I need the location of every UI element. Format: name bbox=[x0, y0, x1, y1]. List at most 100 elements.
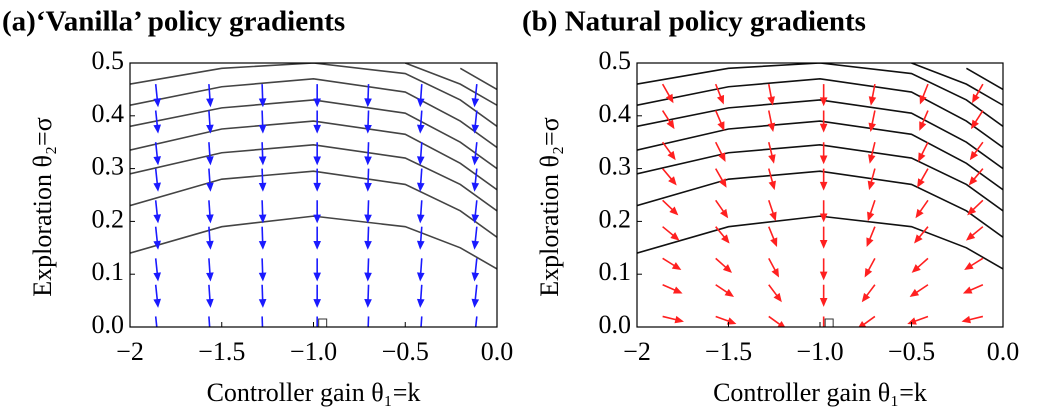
x-tick-label: −2 bbox=[116, 337, 144, 366]
y-tick-label: 0.3 bbox=[599, 152, 632, 181]
gradient-arrow bbox=[819, 168, 828, 191]
gradient-arrow bbox=[819, 258, 828, 281]
y-tick-label: 0.4 bbox=[92, 99, 125, 128]
gradient-arrow bbox=[471, 200, 480, 224]
contour-line bbox=[130, 120, 497, 191]
plot-frame bbox=[636, 62, 1004, 328]
contour-line bbox=[966, 67, 1003, 91]
gradient-arrow bbox=[864, 257, 876, 278]
gradient-arrow bbox=[907, 315, 929, 325]
x-tick-label: −1.5 bbox=[705, 337, 752, 366]
plot-area bbox=[637, 63, 1003, 327]
gradient-arrow bbox=[416, 142, 425, 166]
chart-title: (b) Natural policy gradients bbox=[522, 6, 866, 38]
gradient-arrow bbox=[364, 226, 372, 250]
gradient-arrow bbox=[917, 168, 929, 188]
gradient-arrow bbox=[868, 83, 877, 106]
gradient-arrow bbox=[313, 110, 321, 134]
gradient-arrow bbox=[661, 141, 676, 161]
y-tick-label: 0.2 bbox=[599, 204, 632, 233]
gradient-arrow bbox=[153, 284, 161, 308]
gradient-arrow bbox=[915, 199, 929, 219]
gradient-arrow bbox=[914, 226, 929, 244]
contour-line bbox=[130, 99, 497, 170]
gradient-arrow bbox=[965, 226, 984, 241]
x-tick-label: −2 bbox=[623, 337, 651, 366]
gradient-arrow bbox=[918, 141, 929, 162]
gradient-arrow bbox=[471, 168, 480, 192]
y-tick-label: 0.2 bbox=[92, 204, 125, 233]
x-tick-label: 0.0 bbox=[987, 337, 1020, 366]
gradient-arrow bbox=[971, 83, 984, 104]
gradient-arrow bbox=[206, 226, 214, 250]
gradient-arrow bbox=[420, 316, 423, 327]
gradient-arrow bbox=[258, 142, 267, 166]
gradient-arrow bbox=[474, 316, 478, 327]
gradient-arrow bbox=[768, 200, 777, 222]
gradient-arrow bbox=[153, 168, 161, 192]
gradient-arrow bbox=[364, 200, 372, 224]
gradient-arrow bbox=[861, 284, 876, 303]
gradient-arrow bbox=[313, 142, 321, 166]
x-axis-label: Controller gain θ₁=k bbox=[713, 378, 927, 407]
y-tick-label: 0.5 bbox=[599, 46, 632, 75]
y-axis-label: Exploration θ₂=σ bbox=[28, 117, 57, 296]
gradient-arrow bbox=[768, 315, 786, 327]
x-tick-label: −1.0 bbox=[796, 337, 843, 366]
gradient-arrow bbox=[662, 284, 683, 294]
y-tick-label: 0.0 bbox=[92, 310, 125, 339]
gradient-arrow bbox=[858, 315, 876, 327]
gradient-arrow bbox=[768, 284, 782, 303]
gradient-arrow bbox=[867, 200, 876, 222]
contour-line bbox=[637, 170, 1003, 238]
gradient-arrow bbox=[715, 257, 733, 273]
gradient-arrow bbox=[258, 84, 267, 108]
gradient-arrow bbox=[662, 226, 680, 241]
gradient-arrow bbox=[662, 199, 679, 216]
gradient-arrow bbox=[258, 110, 267, 134]
gradient-arrow bbox=[715, 226, 730, 244]
gradient-arrow bbox=[961, 315, 984, 324]
gradient-arrow bbox=[767, 168, 776, 191]
gradient-arrow bbox=[313, 258, 321, 282]
optimum-marker bbox=[824, 318, 834, 328]
gradient-arrow bbox=[316, 316, 318, 327]
gradient-arrow bbox=[313, 226, 321, 250]
gradient-arrow bbox=[868, 142, 876, 164]
contour-line bbox=[911, 63, 1003, 106]
contour-line bbox=[130, 63, 497, 128]
contour-line bbox=[459, 67, 497, 91]
gradient-arrow bbox=[416, 200, 425, 224]
gradient-arrow bbox=[714, 110, 725, 131]
gradient-arrow bbox=[258, 168, 267, 192]
gradient-arrow bbox=[153, 84, 161, 108]
gradient-arrow bbox=[313, 84, 321, 108]
gradient-arrow bbox=[970, 110, 984, 130]
x-tick-label: −0.5 bbox=[888, 337, 935, 366]
gradient-arrow bbox=[367, 316, 370, 327]
gradient-arrow bbox=[819, 142, 828, 165]
gradient-arrow bbox=[867, 168, 876, 191]
contour-line bbox=[637, 63, 1003, 128]
gradient-arrow bbox=[364, 284, 372, 308]
chart-title: (a)‘Vanilla’ policy gradients bbox=[2, 6, 345, 38]
gradient-arrow bbox=[714, 83, 725, 105]
gradient-arrow bbox=[819, 226, 828, 249]
gradient-arrow bbox=[416, 168, 425, 192]
gradient-arrow bbox=[662, 315, 684, 324]
x-tick-label: −1.0 bbox=[290, 337, 337, 366]
gradient-arrow bbox=[471, 226, 480, 250]
gradient-arrow bbox=[968, 168, 984, 186]
gradient-arrow bbox=[715, 199, 729, 219]
x-tick-label: −1.5 bbox=[198, 337, 245, 366]
gradient-arrow bbox=[969, 141, 984, 161]
gradient-arrow bbox=[258, 258, 267, 282]
gradient-arrow bbox=[313, 168, 321, 192]
gradient-arrow bbox=[964, 257, 984, 270]
gradient-arrow bbox=[967, 199, 984, 216]
gradient-arrow bbox=[819, 284, 828, 307]
x-tick-label: −0.5 bbox=[382, 337, 429, 366]
contour-line bbox=[637, 99, 1003, 170]
gradient-arrow bbox=[661, 110, 675, 130]
